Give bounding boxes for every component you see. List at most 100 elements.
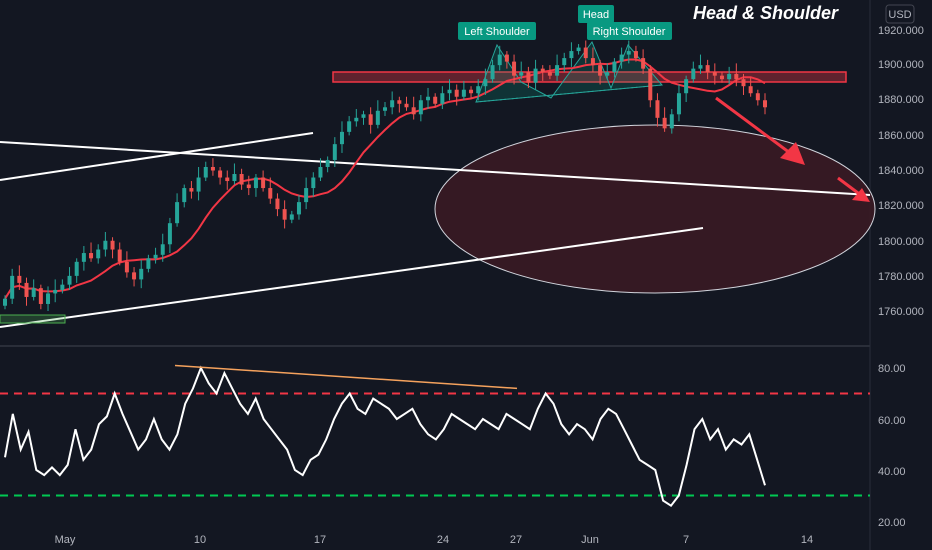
candle-body [139,268,144,280]
time-tick: 7 [683,534,689,546]
candle-body [504,54,509,62]
right-shoulder-tag-bg [587,22,672,40]
price-tick: 1880.000 [878,94,924,106]
candle-body [117,249,122,262]
candle-body [741,79,746,87]
candle-body [38,288,43,304]
candle-body [447,89,452,94]
candle-body [440,93,445,104]
candle-body [705,65,710,73]
candle-body [354,117,359,122]
candle-body [3,298,7,306]
candle-body [433,96,438,104]
candle-body [691,68,696,80]
candle-body [289,214,294,220]
candles-layer [3,40,767,311]
head-tag-bg [578,5,614,23]
candle-body [698,65,703,69]
candle-body [512,61,517,76]
candle-body [53,289,58,294]
candle-body [547,72,552,76]
candle-body [755,93,760,101]
price-tick: 1860.000 [878,130,924,142]
candle-body [583,47,588,59]
candle-body [160,244,165,255]
candle-body [669,114,674,129]
candle-body [10,275,15,299]
candle-body [347,121,352,132]
candle-body [361,114,366,118]
candle-body [318,166,323,178]
candle-body [490,65,495,80]
candle-body [426,96,431,101]
candle-body [476,86,481,94]
usd-badge-box[interactable] [885,4,915,24]
candle-body [590,58,595,66]
price-tick: 1900.000 [878,59,924,71]
candle-body [626,51,631,55]
rsi-tick: 20.00 [878,517,906,529]
candle-body [325,159,330,167]
candle-body [719,75,724,80]
rsi-tick: 40.00 [878,466,906,478]
support-zone [0,314,66,324]
candle-body [167,223,172,245]
candle-body [132,272,137,280]
candle-body [246,184,251,189]
rsi-divergence-line [174,364,518,390]
rsi-tick: 60.00 [878,415,906,427]
candle-body [519,72,524,76]
candle-body [232,174,237,182]
price-tick: 1760.000 [878,306,924,318]
candle-body [727,73,732,80]
resistance-zone [332,71,847,83]
price-tick: 1820.000 [878,200,924,212]
candle-body [734,73,739,80]
candle-body [24,282,29,297]
pattern-neckline [475,84,663,103]
trendline-lower-channel [0,227,704,328]
candle-body [540,68,545,73]
drawing-layer-back [0,40,876,328]
candle-body [454,89,459,97]
candle-body [210,166,215,171]
time-tick: 24 [437,534,449,546]
price-tick: 1840.000 [878,165,924,177]
rsi-layer [0,364,870,508]
candle-body [253,177,258,189]
candle-body [526,72,531,83]
drawing-layer-front [715,96,870,202]
candle-body [261,177,266,189]
candle-body [189,188,194,192]
time-tick: 17 [314,534,326,546]
trendline-upper-channel [0,132,314,181]
candle-body [676,93,681,115]
candle-body [225,177,230,182]
trendline-descending [0,141,871,196]
candle-body [712,72,717,76]
candle-body [239,174,244,185]
candle-body [196,177,201,192]
currency-label[interactable]: USD [888,9,911,21]
candle-body [89,253,94,259]
forecast-arrow-head [780,142,805,165]
target-ellipse [434,124,876,294]
candle-body [469,89,474,94]
candle-body [461,89,466,97]
candle-body [748,86,753,94]
candle-body [124,261,129,273]
candle-body [605,72,610,76]
time-tick: May [55,534,76,546]
candle-body [311,177,316,189]
moving-average-line [4,58,766,300]
candle-body [296,202,301,215]
chart-title: Head & Shoulder [693,3,839,23]
candle-body [146,258,151,269]
candle-body [368,114,373,125]
candle-body [390,100,395,108]
candle-body [569,51,574,59]
candle-body [31,288,36,297]
candle-body [182,188,187,203]
candle-body [60,284,65,290]
candle-body [17,275,22,283]
